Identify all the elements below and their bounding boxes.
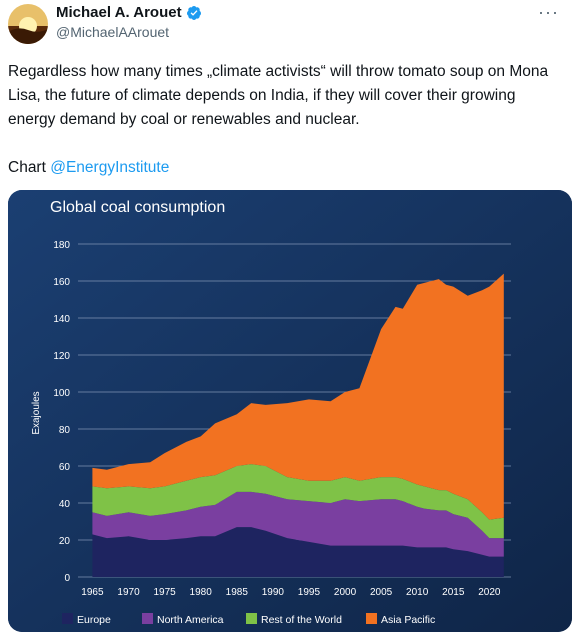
x-tick-label: 1975 bbox=[153, 587, 176, 598]
y-tick-label: 160 bbox=[53, 277, 70, 288]
area-north-america bbox=[92, 491, 504, 557]
x-tick-label: 1980 bbox=[190, 587, 213, 598]
author-handle[interactable]: @MichaelAArouet bbox=[56, 24, 170, 40]
y-tick-label: 120 bbox=[53, 351, 70, 362]
area-asia-pacific bbox=[92, 273, 504, 520]
x-tick-label: 1985 bbox=[226, 587, 249, 598]
chart-title: Global coal consumption bbox=[50, 199, 225, 216]
x-tick-label: 1995 bbox=[298, 587, 321, 598]
x-tick-label: 1990 bbox=[262, 587, 285, 598]
legend-swatch-rest-of-the-world bbox=[246, 613, 257, 624]
author-name[interactable]: Michael A. Arouet bbox=[56, 4, 182, 21]
y-axis-label: Exajoules bbox=[31, 391, 42, 434]
x-tick-label: 2010 bbox=[406, 587, 429, 598]
legend-swatch-europe bbox=[62, 613, 73, 624]
legend-label-north-america: North America bbox=[157, 614, 224, 626]
legend-swatch-north-america bbox=[142, 613, 153, 624]
verified-badge-icon bbox=[186, 5, 201, 20]
sunset-avatar-icon bbox=[8, 4, 48, 44]
x-tick-label: 2005 bbox=[370, 587, 393, 598]
y-tick-label: 40 bbox=[59, 499, 71, 510]
legend-label-europe: Europe bbox=[77, 614, 111, 626]
x-tick-label: 1970 bbox=[117, 587, 140, 598]
author-name-row: Michael A. Arouet bbox=[56, 4, 202, 21]
more-options-icon[interactable]: ··· bbox=[538, 2, 559, 22]
mention-link[interactable]: @EnergyInstitute bbox=[50, 159, 170, 176]
x-tick-label: 1965 bbox=[81, 587, 104, 598]
y-tick-label: 20 bbox=[59, 536, 71, 547]
x-tick-label: 2015 bbox=[442, 587, 465, 598]
chart-image[interactable]: Global coal consumption Exajoules 0 20 40 6… bbox=[8, 190, 572, 632]
y-tick-label: 80 bbox=[59, 425, 71, 436]
coal-consumption-chart: Global coal consumption Exajoules 0 20 40 6… bbox=[8, 190, 572, 632]
x-tick-label: 2000 bbox=[334, 587, 357, 598]
tweet-paragraph: Regardless how many times „climate activ… bbox=[8, 63, 549, 128]
y-tick-label: 100 bbox=[53, 388, 70, 399]
area-rest-of-the-world bbox=[92, 464, 504, 539]
y-tick-label: 60 bbox=[59, 462, 71, 473]
tweet-text: Regardless how many times „climate activ… bbox=[8, 60, 563, 180]
y-tick-label: 180 bbox=[53, 240, 70, 251]
legend-label-rest-of-the-world: Rest of the World bbox=[261, 614, 342, 626]
y-tick-label: 0 bbox=[64, 573, 70, 584]
y-tick-label: 140 bbox=[53, 314, 70, 325]
chart-credit-prefix: Chart bbox=[8, 159, 51, 176]
legend-label-asia-pacific: Asia Pacific bbox=[381, 614, 435, 626]
area-europe bbox=[92, 527, 504, 577]
legend-swatch-asia-pacific bbox=[366, 613, 377, 624]
x-tick-label: 2020 bbox=[478, 587, 501, 598]
avatar[interactable] bbox=[8, 4, 48, 44]
